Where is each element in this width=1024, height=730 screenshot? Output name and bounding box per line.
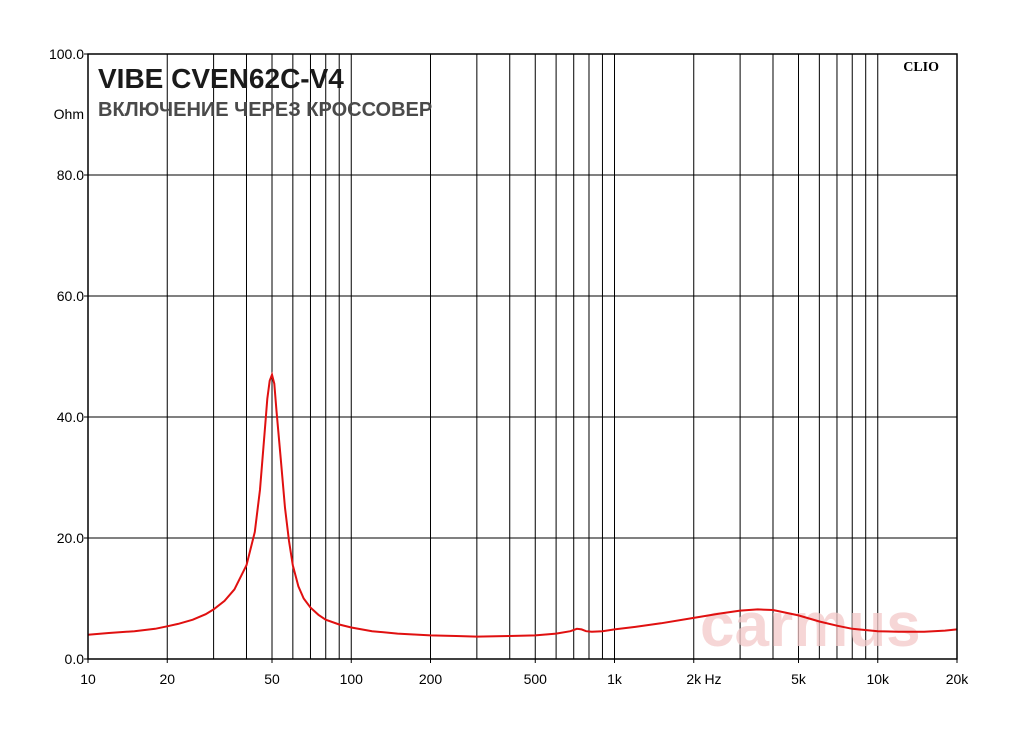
chart-subtitle: ВКЛЮЧЕНИЕ ЧЕРЕЗ КРОССОВЕР — [98, 99, 432, 121]
x-tick-label: 20k — [946, 671, 970, 687]
x-tick-label: 100 — [340, 671, 364, 687]
y-tick-label: 80.0 — [57, 167, 84, 183]
y-axis-ticks: 0.0 20.0 40.0 60.0 80.0 100.0 — [49, 46, 88, 667]
y-tick-label: 100.0 — [49, 46, 84, 62]
y-tick-label: 0.0 — [65, 651, 85, 667]
x-tick-label: 20 — [159, 671, 175, 687]
plot-background — [88, 54, 957, 659]
y-tick-label: 20.0 — [57, 530, 84, 546]
y-tick-label: 60.0 — [57, 288, 84, 304]
impedance-curve — [87, 371, 958, 638]
brand-label: CLIO — [903, 60, 939, 75]
plot-frame — [87, 53, 958, 660]
x-axis-ticks: 10 20 50 100 200 500 1k 2k 5k 10k 20k — [80, 659, 969, 687]
x-axis-unit-label: Hz — [704, 671, 721, 687]
y-tick-label: 40.0 — [57, 409, 84, 425]
x-tick-label: 5k — [791, 671, 807, 687]
x-tick-label: 2k — [686, 671, 702, 687]
chart-title: VIBE CVEN62C-V4 — [98, 63, 344, 94]
x-tick-label: 500 — [524, 671, 548, 687]
x-tick-label: 1k — [607, 671, 623, 687]
x-tick-label: 200 — [419, 671, 443, 687]
watermark-logo: carmus — [700, 591, 921, 660]
grid-lines — [88, 54, 957, 659]
x-tick-label: 10k — [866, 671, 890, 687]
x-tick-label: 50 — [264, 671, 280, 687]
x-tick-label: 10 — [80, 671, 96, 687]
y-axis-unit-label: Ohm — [54, 106, 84, 122]
